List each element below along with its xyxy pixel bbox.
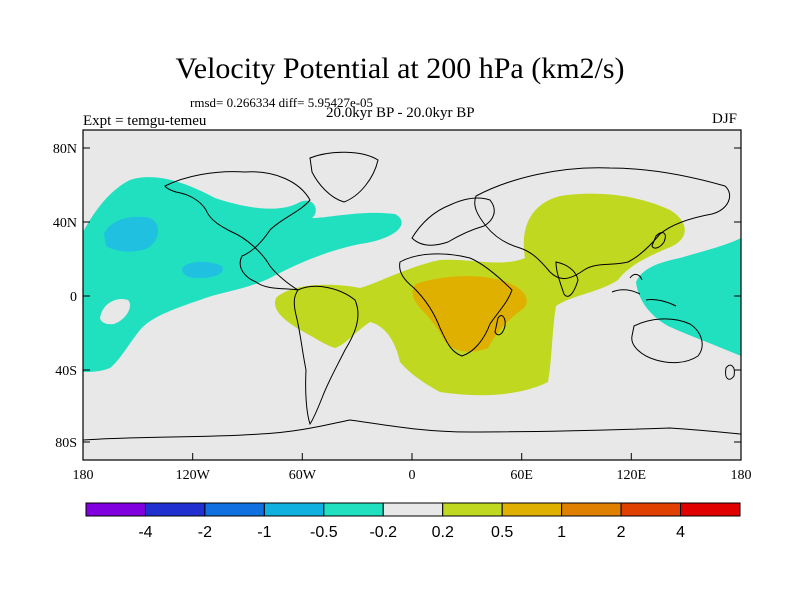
season-label: DJF bbox=[712, 111, 738, 127]
coast-india bbox=[555, 261, 579, 297]
coast-new-zealand bbox=[725, 364, 735, 380]
positive-region-clearing bbox=[395, 254, 418, 269]
colorbar-box bbox=[85, 502, 146, 517]
lat-label: 40S bbox=[55, 364, 77, 379]
lat-label: 40N bbox=[53, 216, 77, 231]
coast-asia bbox=[474, 167, 730, 279]
positive-region-africa-core bbox=[412, 276, 527, 352]
colorbar-labels: -4 -2 -1 -0.5 -0.2 0.2 0.5 1 2 4 bbox=[138, 524, 685, 541]
coast-japan bbox=[651, 232, 666, 249]
colorbar-boxes bbox=[85, 502, 741, 517]
lon-label: 180 bbox=[731, 468, 752, 483]
colorbar-label: -4 bbox=[138, 524, 152, 541]
colorbar-label: 4 bbox=[676, 524, 685, 541]
colorbar-box bbox=[680, 502, 741, 517]
colorbar-label: 1 bbox=[557, 524, 566, 541]
colorbar-label: 0.2 bbox=[432, 524, 454, 541]
colorbar-box bbox=[204, 502, 265, 517]
negative-region-pacific bbox=[83, 177, 402, 372]
colorbar-label: -0.5 bbox=[310, 524, 338, 541]
colorbar-box bbox=[323, 502, 384, 517]
coast-southeast-asia-islands bbox=[611, 273, 677, 307]
lon-label: 180 bbox=[73, 468, 94, 483]
lon-label: 0 bbox=[409, 468, 416, 483]
negative-region-pacific-core bbox=[104, 216, 159, 252]
coast-europe bbox=[411, 197, 495, 246]
negative-region-west-pacific bbox=[636, 238, 741, 356]
colorbar-box bbox=[382, 502, 444, 517]
period-label: 20.0kyr BP - 20.0kyr BP bbox=[326, 105, 475, 121]
colorbar-label: 0.5 bbox=[491, 524, 513, 541]
colorbar-label: -1 bbox=[257, 524, 271, 541]
coast-antarctica bbox=[83, 419, 741, 441]
latitude-axis bbox=[83, 147, 741, 443]
lat-label: 80S bbox=[55, 436, 77, 451]
longitude-labels: 180 120W 60W 0 60E 120E 180 bbox=[73, 468, 752, 483]
colorbar-box bbox=[144, 502, 206, 517]
lon-label: 120W bbox=[176, 468, 211, 483]
colorbar-box bbox=[620, 502, 682, 517]
lon-label: 60E bbox=[510, 468, 533, 483]
colorbar-label: -0.2 bbox=[369, 524, 397, 541]
coastlines bbox=[83, 151, 741, 441]
experiment-label: Expt = temgu-temeu bbox=[83, 113, 207, 129]
colorbar-box bbox=[561, 502, 622, 517]
lat-label: 80N bbox=[53, 142, 77, 157]
colorbar-box bbox=[442, 502, 503, 517]
coast-south-america bbox=[293, 285, 359, 426]
coast-north-america bbox=[164, 171, 311, 291]
negative-region-clearing bbox=[100, 298, 131, 325]
lon-label: 120E bbox=[617, 468, 647, 483]
coast-madagascar bbox=[494, 315, 506, 336]
colorbar-box bbox=[263, 502, 325, 517]
longitude-axis bbox=[82, 453, 742, 460]
lat-label: 0 bbox=[70, 290, 77, 305]
lon-label: 60W bbox=[289, 468, 317, 483]
map-area bbox=[83, 130, 741, 460]
colorbar-box bbox=[501, 502, 563, 517]
stats-text: rmsd= 0.266334 diff= 5.95427e-05 bbox=[190, 95, 374, 110]
coast-greenland bbox=[309, 151, 379, 203]
negative-region-pacific-core-2 bbox=[182, 261, 223, 278]
colorbar-label: 2 bbox=[617, 524, 626, 541]
coast-australia bbox=[631, 318, 703, 364]
map-title: Velocity Potential at 200 hPa (km2/s) bbox=[175, 52, 625, 85]
colorbar: -4 -2 -1 -0.5 -0.2 0.2 0.5 1 2 4 bbox=[85, 502, 741, 541]
latitude-labels: 80N 40N 0 40S 80S bbox=[53, 142, 77, 451]
coast-africa bbox=[399, 253, 513, 357]
colorbar-label: -2 bbox=[198, 524, 212, 541]
